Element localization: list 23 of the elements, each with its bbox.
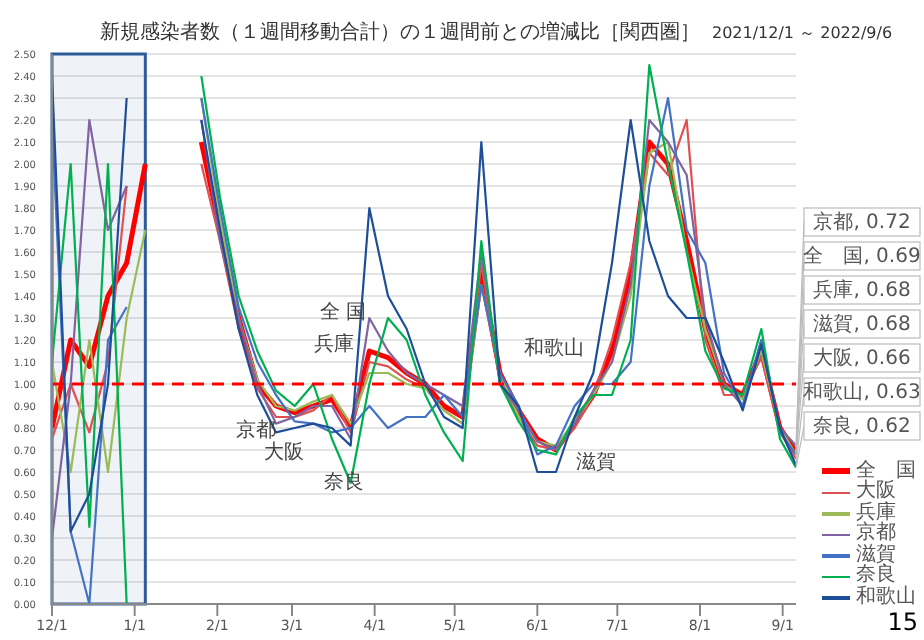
annotation: 兵庫 <box>314 334 354 356</box>
legend-label: 兵庫 <box>856 501 896 523</box>
annotation: 全 国, 0.69 <box>803 244 921 269</box>
annotation: 和歌山, 0.63 <box>803 380 921 405</box>
legend-label: 全 国 <box>856 459 916 481</box>
text: 15 <box>887 608 918 636</box>
annotation: 奈良, 0.62 <box>813 414 911 439</box>
annotation: 奈良 <box>324 472 364 494</box>
legend-label: 奈良 <box>856 564 896 586</box>
annotation: 滋賀 <box>576 452 616 474</box>
annotation: 京都, 0.72 <box>813 210 911 235</box>
legend-label: 和歌山 <box>856 585 916 608</box>
legend-label: 大阪 <box>856 480 896 502</box>
annotation: 和歌山 <box>524 338 584 360</box>
annotation: 滋賀, 0.68 <box>813 312 911 337</box>
annotation: 大阪, 0.66 <box>813 346 911 371</box>
annotation: 兵庫, 0.68 <box>813 278 911 303</box>
legend-label: 滋賀 <box>856 543 896 565</box>
annotation: 大阪 <box>264 442 304 464</box>
chart-subtitle: 2021/12/1 ～ 2022/9/6 <box>712 24 893 42</box>
legend-label: 京都 <box>856 522 896 544</box>
chart-title: 新規感染者数（１週間移動合計）の１週間前との増減比［関西圏］ <box>100 22 700 44</box>
annotation: 京都 <box>236 420 276 442</box>
